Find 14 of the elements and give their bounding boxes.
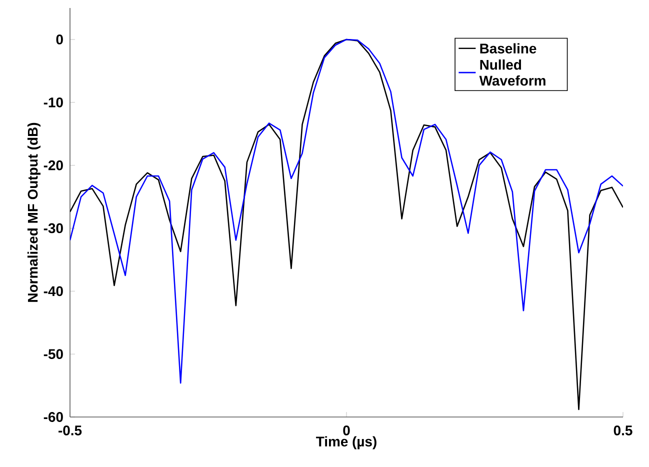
legend-label: Baseline (480, 43, 536, 54)
x-tick-label: -0.5 (58, 425, 82, 436)
x-tick-label: 0 (343, 425, 350, 436)
legend-label: Nulled Waveform (479, 59, 546, 86)
y-tick-label: -50 (44, 349, 63, 360)
x-axis-title: Time (µs) (316, 436, 376, 450)
y-tick-label: 0 (56, 34, 63, 44)
x-tick-label: 0.5 (614, 425, 632, 436)
y-tick-label: -30 (44, 223, 63, 234)
y-tick-label: -20 (44, 160, 63, 170)
y-axis-title: Normalized MF Output (dB) (27, 122, 40, 302)
y-tick-label: -60 (44, 412, 63, 422)
y-tick-label: -10 (44, 97, 63, 108)
y-tick-label: -40 (44, 286, 63, 296)
